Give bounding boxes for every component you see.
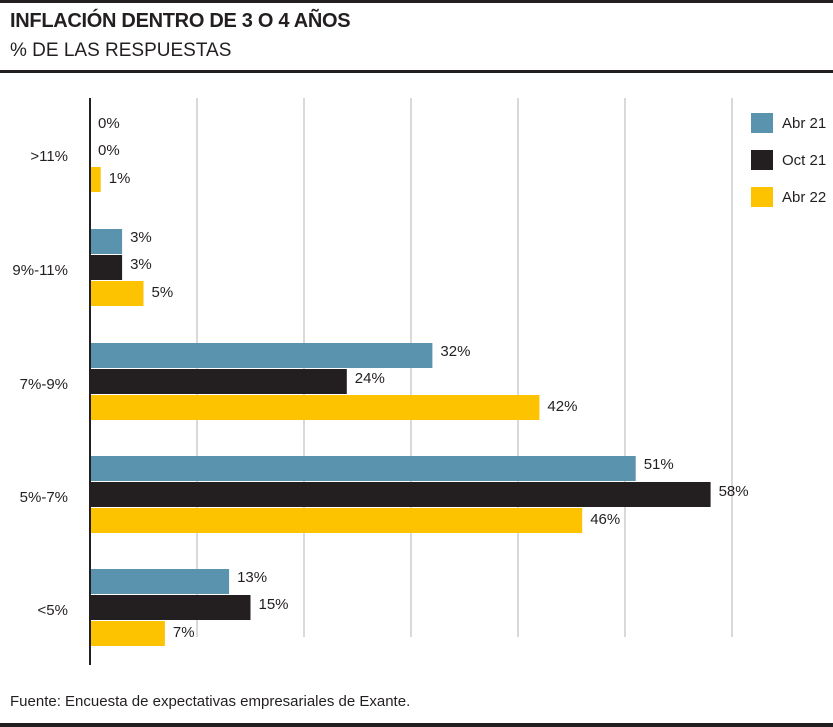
value-label-abr-21-11: 0% xyxy=(98,115,120,132)
category-label-11: >11% xyxy=(30,148,68,165)
value-label-abr-21-9-11: 3% xyxy=(130,229,152,246)
source-note: Fuente: Encuesta de expectativas empresa… xyxy=(10,693,411,710)
bar-abr-21-5 xyxy=(90,569,230,594)
bar-oct-21-7-9 xyxy=(90,369,347,394)
chart-subtitle: % DE LAS RESPUESTAS xyxy=(10,40,232,61)
legend-label-abr-22: Abr 22 xyxy=(782,189,826,206)
bar-oct-21-5 xyxy=(90,595,251,620)
bar-abr-22-5-7 xyxy=(90,508,583,533)
bar-abr-21-9-11 xyxy=(90,229,123,254)
value-label-oct-21-5: 15% xyxy=(259,596,289,613)
value-label-abr-21-7-9: 32% xyxy=(440,343,470,360)
legend-swatch-abr-21 xyxy=(751,113,773,133)
top-rule xyxy=(0,0,833,3)
value-label-oct-21-11: 0% xyxy=(98,142,120,159)
bar-abr-22-11 xyxy=(90,167,101,192)
category-label-5-7: 5%-7% xyxy=(20,489,68,506)
bottom-rule xyxy=(0,723,833,727)
value-label-abr-21-5-7: 51% xyxy=(644,456,674,473)
bar-abr-22-9-11 xyxy=(90,281,144,306)
value-label-abr-22-5: 7% xyxy=(173,624,195,641)
value-label-oct-21-5-7: 58% xyxy=(719,483,749,500)
category-labels: >11% 9%-11% 7%-9% 5%-7% <5% xyxy=(12,148,68,619)
value-label-oct-21-9-11: 3% xyxy=(130,256,152,273)
bar-abr-21-5-7 xyxy=(90,456,636,481)
category-label-7-9: 7%-9% xyxy=(20,376,68,393)
header-rule xyxy=(0,70,833,73)
bars xyxy=(90,167,711,646)
value-label-abr-22-5-7: 46% xyxy=(590,511,620,528)
legend: Abr 21 Oct 21 Abr 22 xyxy=(751,113,826,207)
bar-oct-21-9-11 xyxy=(90,255,123,280)
legend-swatch-abr-22 xyxy=(751,187,773,207)
value-label-oct-21-7-9: 24% xyxy=(355,370,385,387)
value-labels: 0%0%1%3%3%5%32%24%42%51%58%46%13%15%7% xyxy=(98,115,749,641)
category-label-5: <5% xyxy=(38,602,68,619)
value-label-abr-22-7-9: 42% xyxy=(547,398,577,415)
bar-abr-22-5 xyxy=(90,621,165,646)
legend-swatch-oct-21 xyxy=(751,150,773,170)
chart-title: INFLACIÓN DENTRO DE 3 O 4 AÑOS xyxy=(10,10,351,32)
value-label-abr-22-11: 1% xyxy=(109,170,131,187)
bar-abr-21-7-9 xyxy=(90,343,433,368)
value-label-abr-22-9-11: 5% xyxy=(152,284,174,301)
bar-oct-21-5-7 xyxy=(90,482,711,507)
category-label-9-11: 9%-11% xyxy=(12,262,68,279)
value-label-abr-21-5: 13% xyxy=(237,569,267,586)
legend-label-abr-21: Abr 21 xyxy=(782,115,826,132)
bar-abr-22-7-9 xyxy=(90,395,540,420)
legend-label-oct-21: Oct 21 xyxy=(782,152,826,169)
